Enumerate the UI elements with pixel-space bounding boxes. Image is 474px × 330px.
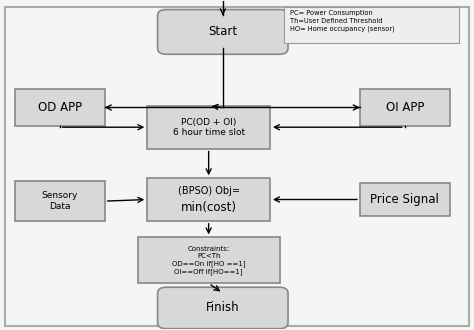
- FancyBboxPatch shape: [147, 178, 270, 221]
- FancyBboxPatch shape: [138, 237, 280, 283]
- FancyBboxPatch shape: [15, 89, 105, 126]
- Text: min(cost): min(cost): [181, 201, 237, 214]
- FancyBboxPatch shape: [360, 183, 450, 216]
- Text: Constraints:
PC<Th
OD==On if[HO ==1]
OI==Off if[HO==1]: Constraints: PC<Th OD==On if[HO ==1] OI=…: [172, 246, 246, 275]
- Text: (BPSO) Obj=: (BPSO) Obj=: [178, 186, 240, 196]
- FancyBboxPatch shape: [15, 182, 105, 221]
- Text: OD APP: OD APP: [38, 101, 82, 114]
- FancyBboxPatch shape: [284, 7, 459, 44]
- Text: PC(OD + OI)
6 hour time slot: PC(OD + OI) 6 hour time slot: [173, 117, 245, 137]
- Text: Price Signal: Price Signal: [370, 193, 439, 206]
- Text: Start: Start: [208, 25, 237, 38]
- FancyBboxPatch shape: [360, 89, 450, 126]
- FancyBboxPatch shape: [157, 287, 288, 329]
- Text: OI APP: OI APP: [385, 101, 424, 114]
- FancyBboxPatch shape: [157, 10, 288, 54]
- Text: Sensory
Data: Sensory Data: [42, 191, 78, 211]
- FancyBboxPatch shape: [147, 106, 270, 148]
- Text: Finish: Finish: [206, 301, 240, 314]
- Text: PC= Power Consumption
Th=User Defined Threshold
HO= Home occupancy (sensor): PC= Power Consumption Th=User Defined Th…: [290, 10, 395, 32]
